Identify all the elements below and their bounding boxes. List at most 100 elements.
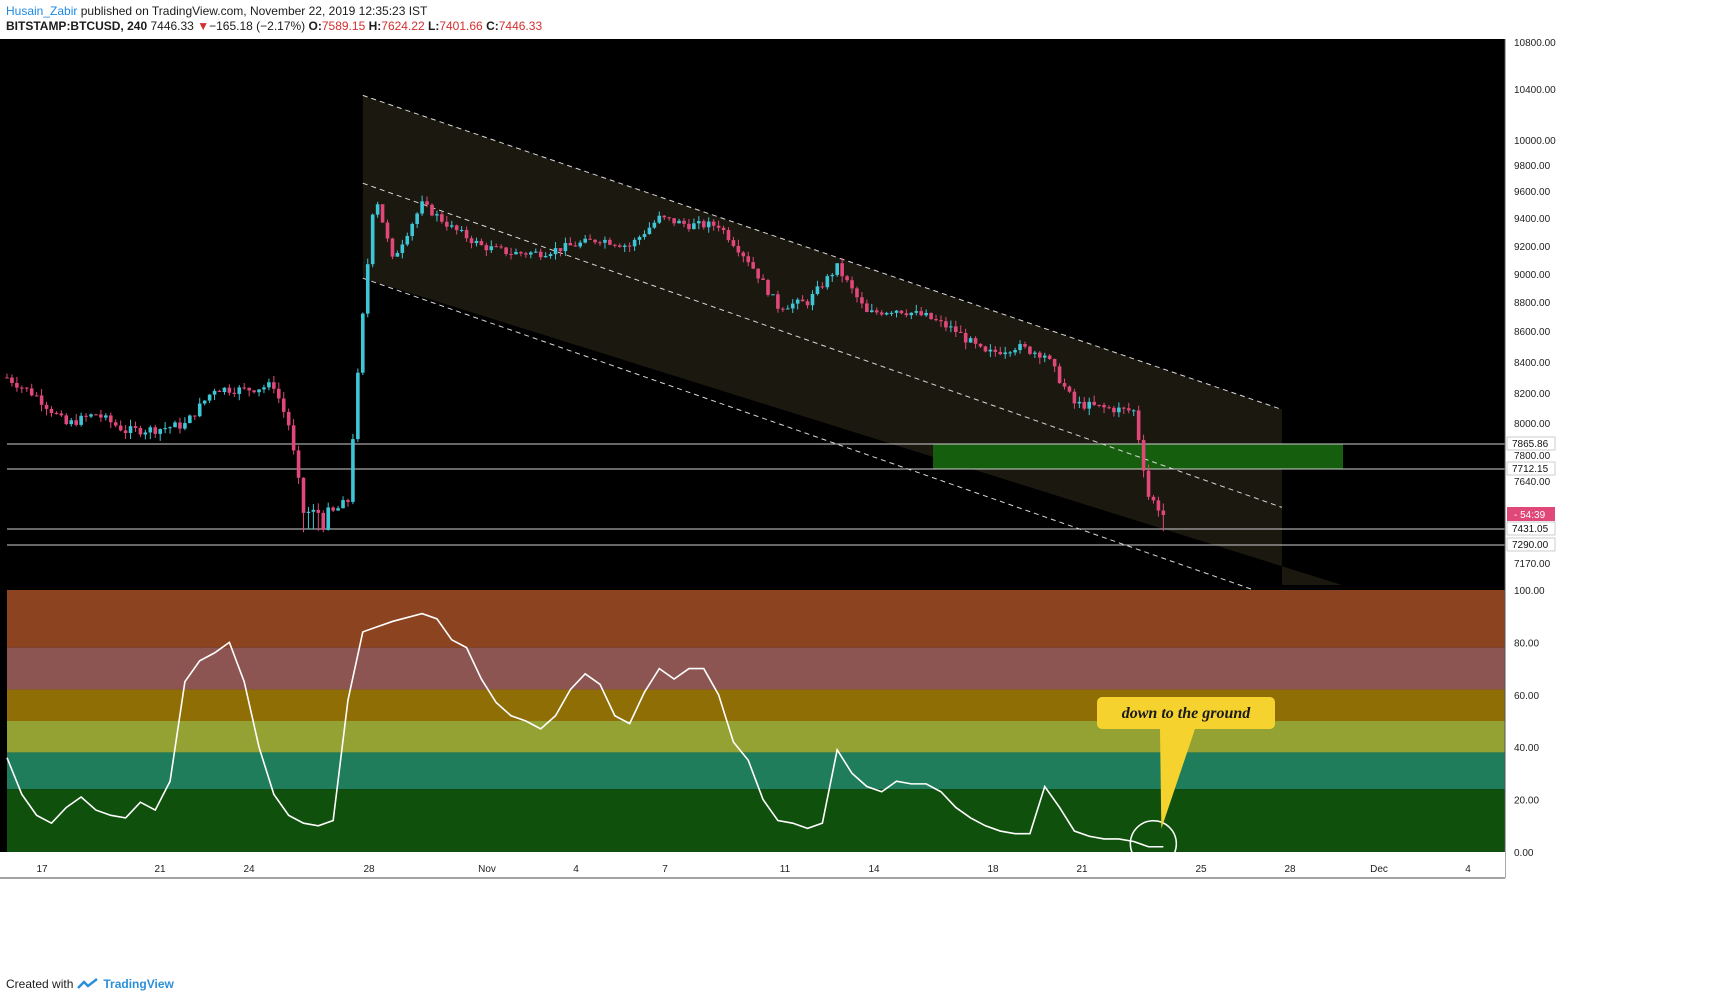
candle bbox=[464, 226, 469, 242]
price-tick-label: 8400.00 bbox=[1514, 358, 1551, 369]
candle-body bbox=[1141, 440, 1146, 471]
candle-body bbox=[5, 377, 9, 379]
candle-body bbox=[711, 221, 716, 226]
candle-body bbox=[1131, 410, 1136, 412]
candle-body bbox=[34, 395, 39, 397]
candle-body bbox=[963, 332, 968, 343]
candle-body bbox=[662, 215, 667, 218]
candle bbox=[1102, 402, 1106, 414]
tradingview-brand[interactable]: TradingView bbox=[103, 977, 174, 991]
candle bbox=[34, 392, 39, 397]
price-change: −165.18 (−2.17%) bbox=[209, 19, 306, 33]
candle bbox=[94, 413, 98, 416]
candle-body bbox=[10, 377, 14, 383]
candle-body bbox=[494, 246, 499, 248]
candle-body bbox=[538, 251, 543, 258]
candle-body bbox=[825, 276, 830, 288]
candle-body bbox=[321, 512, 326, 530]
candle-body bbox=[168, 427, 172, 429]
candle-body bbox=[697, 221, 701, 224]
candle-body bbox=[1052, 359, 1057, 367]
price-tick-label: 7170.00 bbox=[1514, 559, 1551, 570]
candle-body bbox=[1038, 352, 1042, 358]
chart-header: Husain_Zabir published on TradingView.co… bbox=[6, 4, 542, 34]
candle bbox=[242, 382, 246, 390]
candle-body bbox=[1126, 408, 1131, 411]
candle-body bbox=[395, 252, 400, 257]
candle-body bbox=[242, 387, 246, 389]
oscillator-band bbox=[7, 590, 1505, 648]
x-tick-label: 11 bbox=[780, 864, 791, 875]
candle-body bbox=[909, 312, 914, 316]
candle-body bbox=[1013, 350, 1017, 353]
candle bbox=[1047, 354, 1052, 361]
candle bbox=[1057, 363, 1062, 384]
price-tick-label: 8000.00 bbox=[1514, 419, 1551, 430]
candle-body bbox=[331, 507, 335, 511]
author-name[interactable]: Husain_Zabir bbox=[6, 4, 78, 18]
candle-body bbox=[998, 351, 1003, 355]
candle-body bbox=[202, 400, 207, 404]
candle bbox=[420, 195, 424, 216]
candle-body bbox=[197, 403, 202, 417]
candle-body bbox=[978, 343, 983, 347]
candle-body bbox=[464, 229, 469, 239]
candle bbox=[272, 375, 276, 394]
candle bbox=[79, 412, 83, 427]
candle bbox=[276, 382, 281, 404]
candle bbox=[662, 215, 667, 221]
annotation-box bbox=[1097, 697, 1275, 729]
candle bbox=[968, 336, 973, 343]
candle bbox=[178, 417, 182, 434]
oscillator-pane[interactable]: down to the ground bbox=[0, 590, 1505, 878]
candle bbox=[879, 310, 884, 317]
high-label: H: bbox=[368, 19, 382, 33]
candle bbox=[133, 421, 138, 432]
candle bbox=[1018, 340, 1022, 354]
candle-body bbox=[820, 286, 825, 288]
candle bbox=[840, 257, 844, 283]
candle bbox=[929, 312, 933, 320]
candle-body bbox=[232, 392, 237, 394]
candle-body bbox=[1117, 407, 1121, 413]
candle-body bbox=[153, 427, 158, 434]
candle-body bbox=[474, 240, 479, 244]
candle-body bbox=[543, 256, 548, 258]
candle-body bbox=[924, 312, 928, 316]
candle-body bbox=[687, 223, 691, 230]
candle bbox=[311, 504, 316, 530]
candle-body bbox=[603, 239, 607, 243]
candle-body bbox=[731, 240, 736, 246]
candle-body bbox=[252, 390, 256, 393]
candle-body bbox=[1023, 344, 1027, 347]
candle-body bbox=[262, 387, 266, 390]
candle bbox=[118, 420, 123, 432]
candle-body bbox=[845, 276, 849, 281]
candle-body bbox=[904, 313, 909, 316]
candle-body bbox=[420, 201, 424, 214]
candle bbox=[810, 290, 815, 311]
candle-body bbox=[44, 404, 49, 409]
candle bbox=[993, 346, 998, 357]
oscillator-tick-label: 60.00 bbox=[1514, 691, 1539, 702]
candle-body bbox=[49, 408, 54, 414]
candle bbox=[1146, 464, 1151, 500]
candle bbox=[138, 425, 143, 438]
candle bbox=[207, 394, 212, 403]
candle bbox=[924, 309, 928, 317]
candle bbox=[1136, 405, 1141, 444]
candle-body bbox=[425, 201, 429, 205]
candle-body bbox=[1003, 352, 1008, 355]
price-pane[interactable] bbox=[0, 39, 1505, 601]
candle bbox=[163, 422, 167, 434]
candle bbox=[10, 374, 14, 387]
candle-body bbox=[529, 252, 533, 255]
footer: Created with TradingView bbox=[6, 977, 174, 991]
candle bbox=[1028, 345, 1032, 356]
candle bbox=[217, 389, 222, 392]
candle bbox=[49, 406, 54, 417]
x-tick-label: 17 bbox=[36, 864, 48, 875]
candle bbox=[771, 294, 775, 296]
candle-body bbox=[385, 222, 390, 239]
